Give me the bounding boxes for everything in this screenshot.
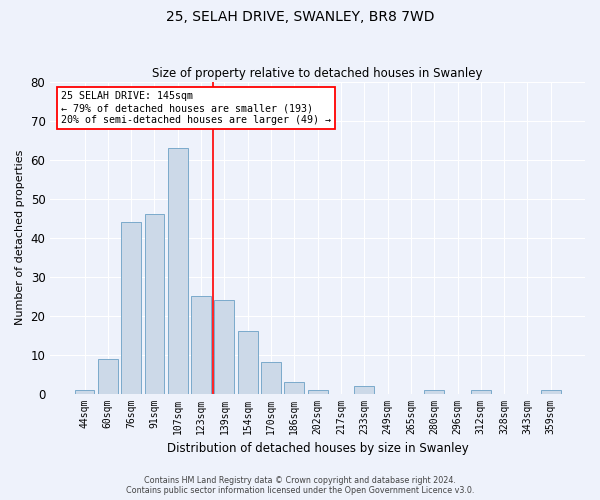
Bar [424,390,444,394]
Bar [261,362,281,394]
Bar [74,390,94,394]
Title: Size of property relative to detached houses in Swanley: Size of property relative to detached ho… [152,66,483,80]
Bar [238,332,257,394]
Bar [471,390,491,394]
Bar [284,382,304,394]
Bar [541,390,560,394]
Bar [98,358,118,394]
Bar [145,214,164,394]
Text: Contains HM Land Registry data © Crown copyright and database right 2024.
Contai: Contains HM Land Registry data © Crown c… [126,476,474,495]
Bar [191,296,211,394]
Bar [355,386,374,394]
Bar [308,390,328,394]
Y-axis label: Number of detached properties: Number of detached properties [15,150,25,326]
Bar [168,148,188,394]
Text: 25 SELAH DRIVE: 145sqm
← 79% of detached houses are smaller (193)
20% of semi-de: 25 SELAH DRIVE: 145sqm ← 79% of detached… [61,92,331,124]
X-axis label: Distribution of detached houses by size in Swanley: Distribution of detached houses by size … [167,442,469,455]
Bar [121,222,141,394]
Bar [214,300,234,394]
Text: 25, SELAH DRIVE, SWANLEY, BR8 7WD: 25, SELAH DRIVE, SWANLEY, BR8 7WD [166,10,434,24]
